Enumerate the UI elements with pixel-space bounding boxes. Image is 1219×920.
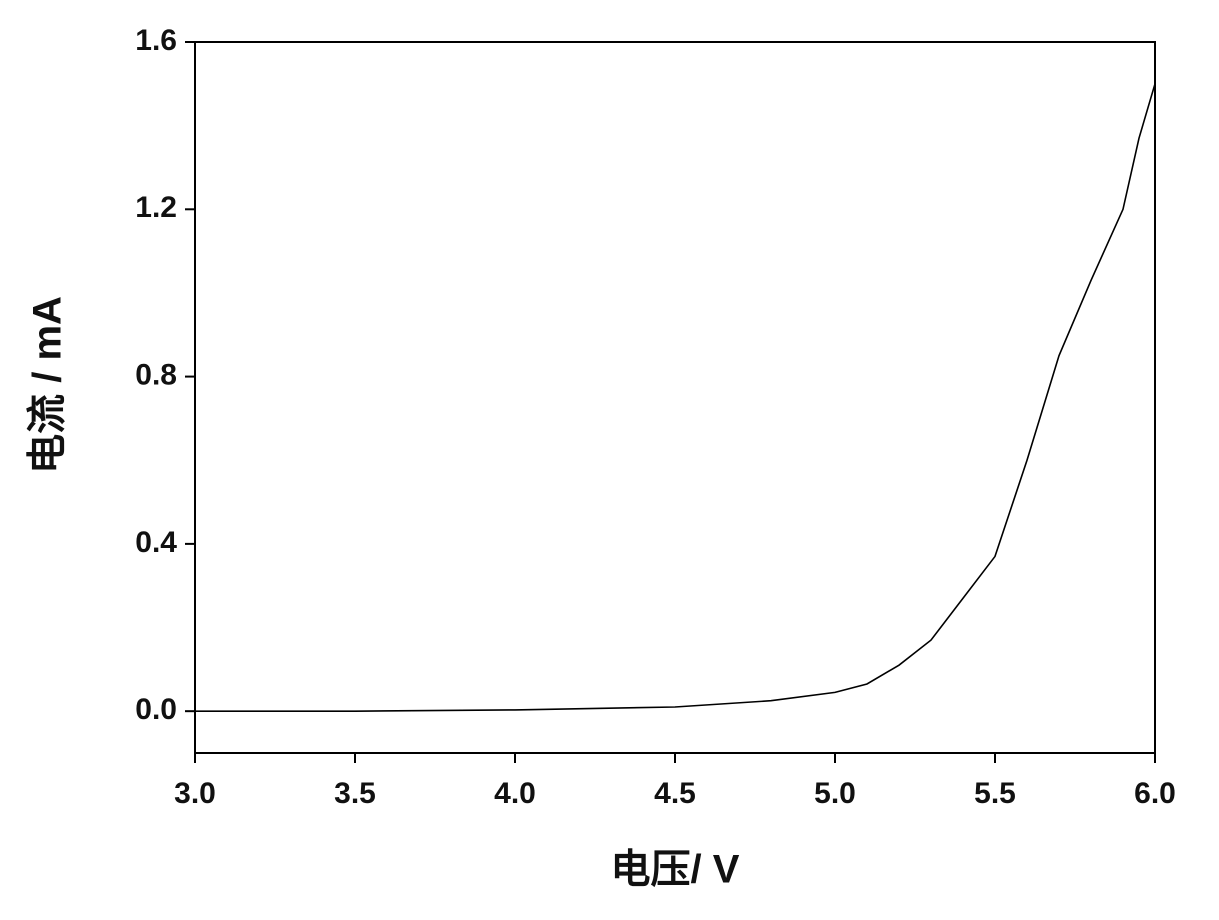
x-tick-label: 3.5: [334, 777, 376, 810]
y-tick-label: 0.0: [135, 693, 177, 726]
y-axis-title: 电流 / mA: [26, 296, 70, 474]
plot-frame: [194, 41, 1156, 754]
y-tick-label: 1.6: [135, 24, 177, 57]
x-tick-label: 3.0: [174, 777, 216, 810]
data-line: [195, 83, 1156, 712]
x-tick-label: 4.5: [654, 777, 696, 810]
x-tick-label: 5.0: [814, 777, 856, 810]
x-axis-title: 电压/ V: [611, 848, 740, 892]
x-tick-label: 4.0: [494, 777, 536, 810]
y-tick-label: 0.8: [135, 359, 177, 392]
x-tick-label: 6.0: [1134, 777, 1176, 810]
y-tick-label: 0.4: [135, 526, 177, 559]
x-tick-label: 5.5: [974, 777, 1016, 810]
y-tick-label: 1.2: [135, 191, 177, 224]
